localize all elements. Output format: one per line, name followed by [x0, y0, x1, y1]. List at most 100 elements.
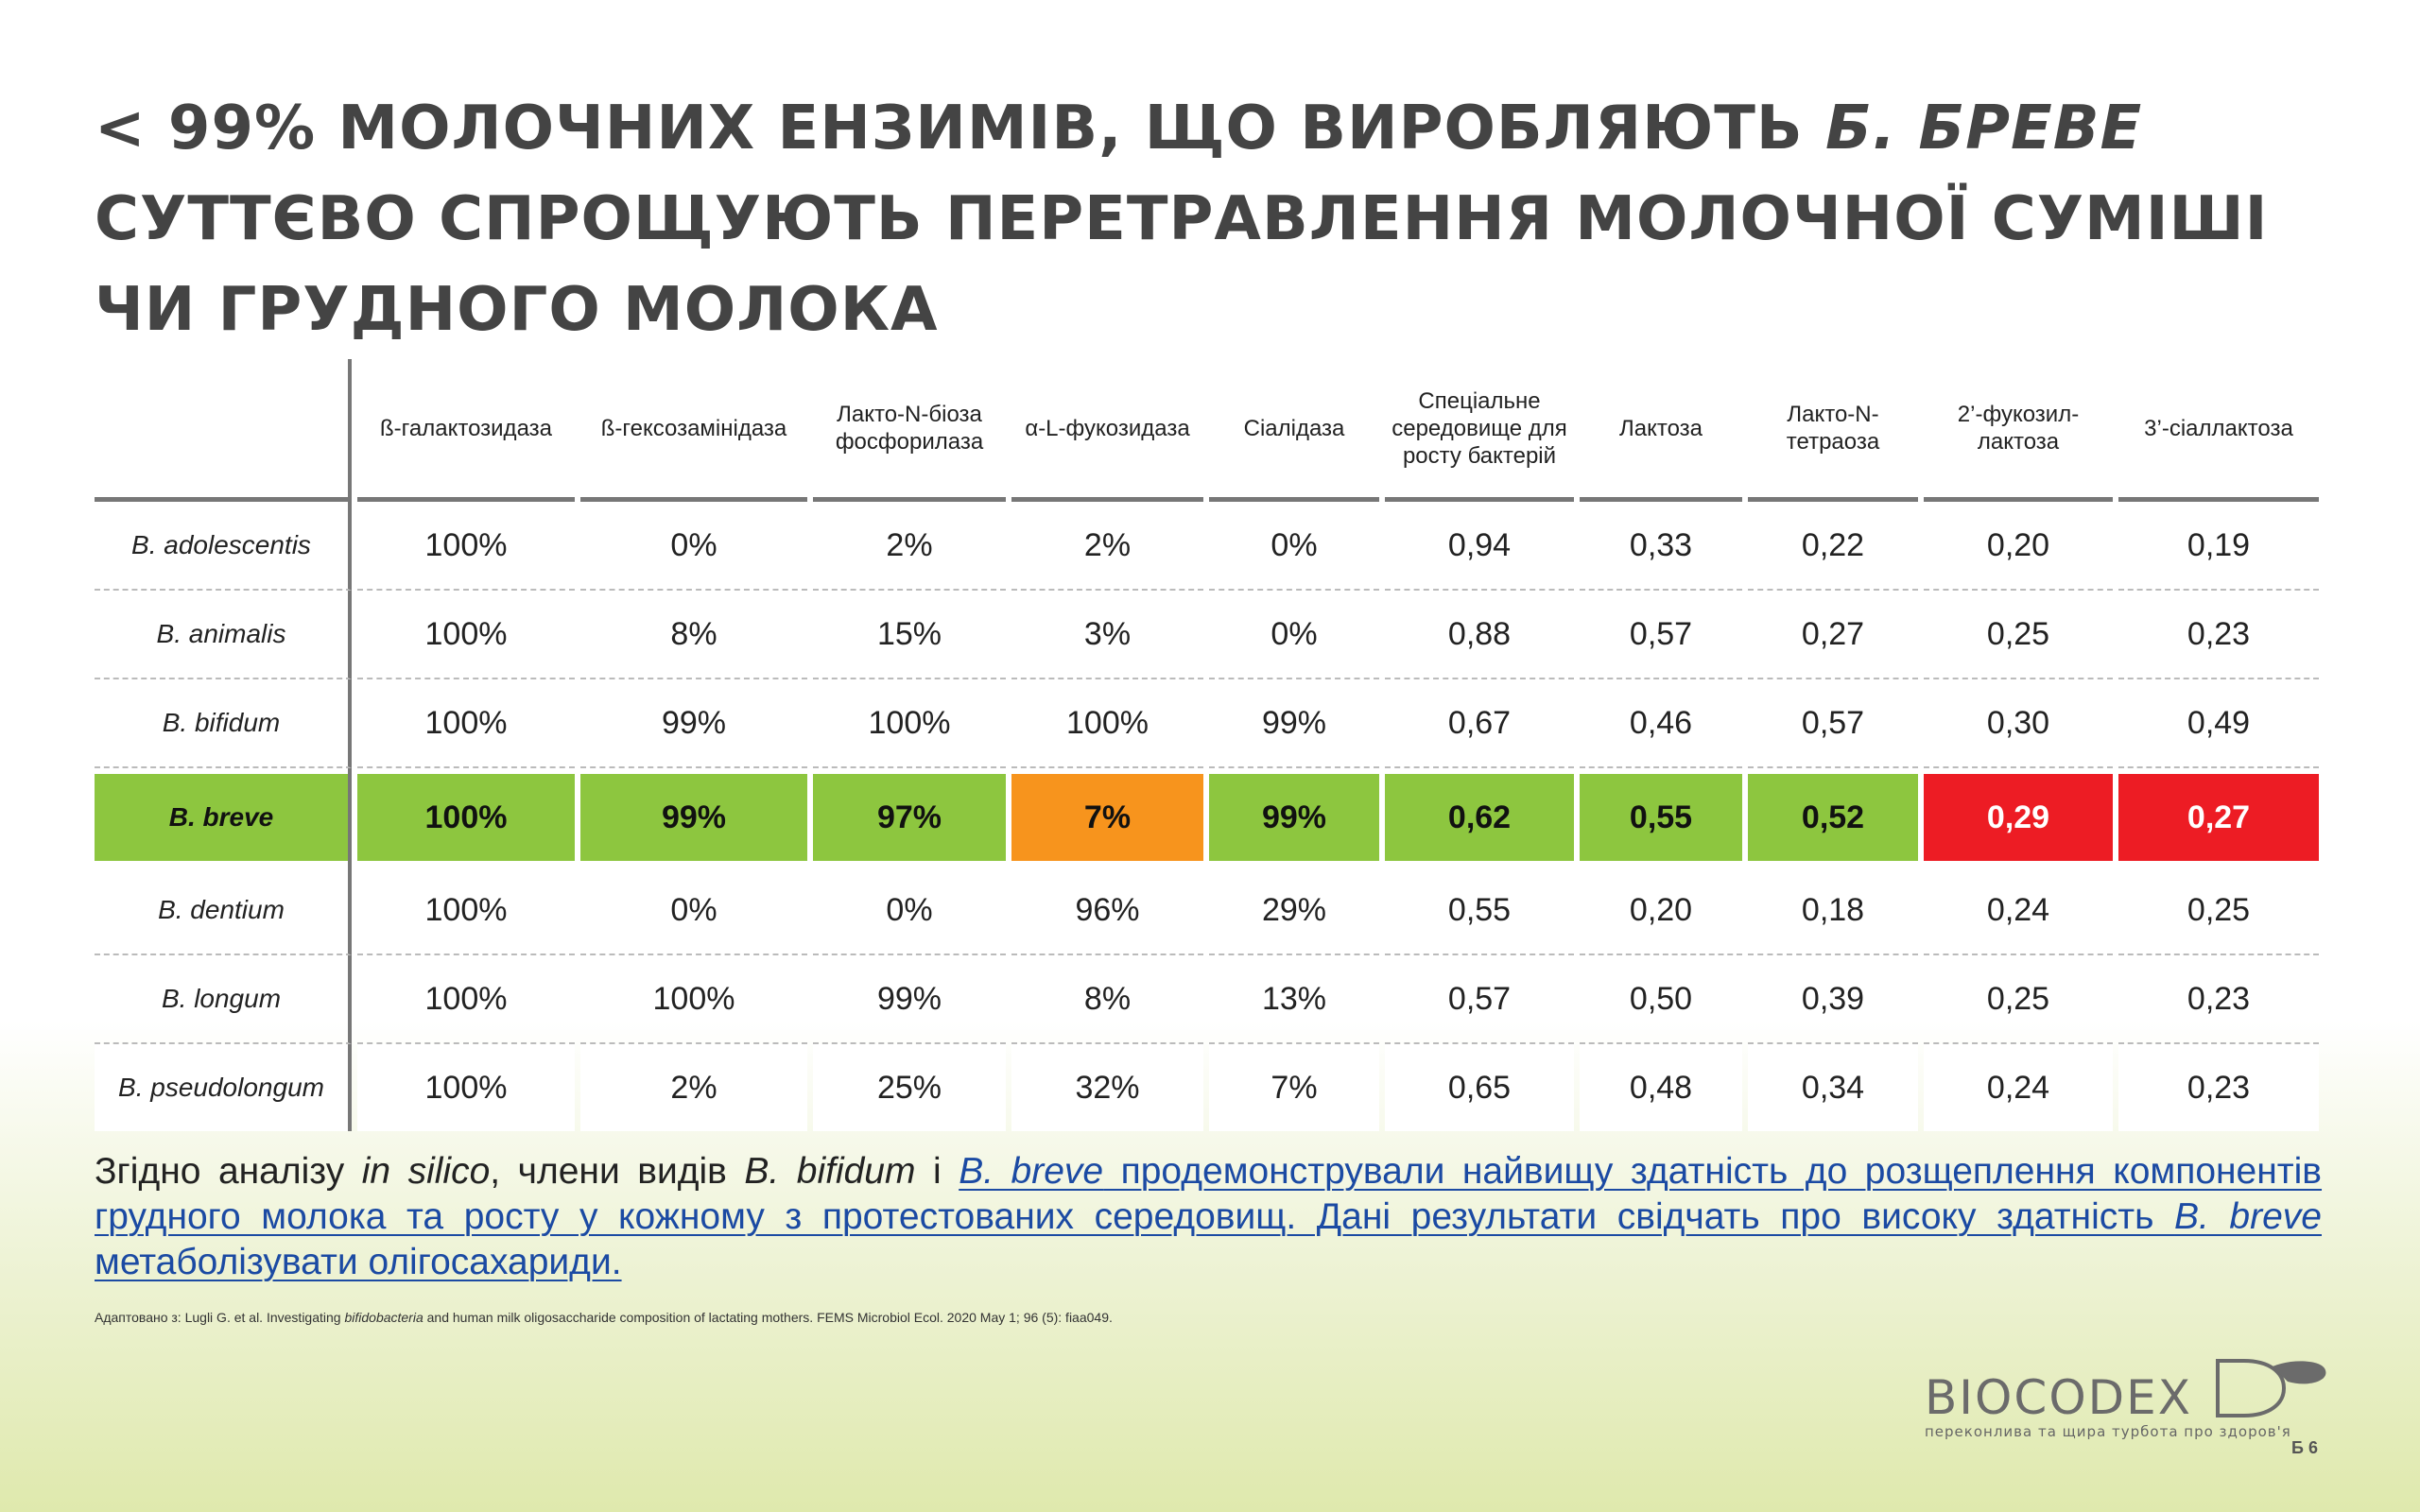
- table-cell: 13%: [1209, 955, 1379, 1044]
- column-header: ß-галактозидаза: [357, 359, 575, 502]
- column-header: α-L-фукозидаза: [1011, 359, 1203, 502]
- table-cell: 0,50: [1580, 955, 1742, 1044]
- table-cell: 0,55: [1385, 867, 1574, 955]
- logo-wordmark: BIOCODEX: [1925, 1370, 2193, 1425]
- title-line-1-text: < 99% МОЛОЧНИХ ЕНЗИМІВ, ЩО ВИРОБЛЯЮТЬ: [95, 94, 1825, 163]
- table-cell: 32%: [1075, 1069, 1140, 1106]
- column-header: Спеціальне середовище для росту бактерій: [1385, 359, 1574, 502]
- spacer-cell: [95, 861, 352, 867]
- footnote-text: and human milk oligosaccharide compositi…: [423, 1310, 1113, 1325]
- link-text[interactable]: продемонстрували найвищу здатність до ро…: [95, 1151, 2323, 1237]
- table-cell: 0,52: [1748, 774, 1918, 861]
- row-label: B. animalis: [95, 591, 352, 679]
- link-text[interactable]: метаболізувати олігосахариди.: [95, 1242, 622, 1282]
- link-italic[interactable]: B. breve: [2174, 1196, 2322, 1237]
- summary-link[interactable]: B. breve продемонстрували найвищу здатні…: [95, 1151, 2322, 1282]
- table-cell: 0,49: [2118, 679, 2319, 768]
- logo-tagline: переконлива та щира турбота про здоров'я: [1925, 1423, 2291, 1440]
- row-label: B. bifidum: [95, 679, 352, 768]
- paragraph-text: і: [915, 1151, 959, 1192]
- table-corner: [95, 359, 352, 502]
- column-header: Лактоза: [1580, 359, 1742, 502]
- table-row: B. longum 100% 100% 99% 8% 13% 0,57 0,50…: [95, 955, 2319, 1044]
- table-cell: 0,27: [2118, 774, 2319, 861]
- column-header: Лакто-N-біоза фосфорилаза: [813, 359, 1006, 502]
- table-cell: 100%: [357, 679, 575, 768]
- row-label: B. adolescentis: [95, 502, 352, 591]
- biocodex-logo: BIOCODEX: [1925, 1357, 2331, 1442]
- page-title: < 99% МОЛОЧНИХ ЕНЗИМІВ, ЩО ВИРОБЛЯЮТЬ Б.…: [95, 83, 2344, 355]
- table-cell: 3%: [1011, 591, 1203, 679]
- table-cell: 0%: [580, 502, 807, 591]
- table-cell: 0,23: [2118, 955, 2319, 1044]
- table-cell: 0%: [1209, 502, 1379, 591]
- column-header: Лакто-N-тетраоза: [1748, 359, 1918, 502]
- table-row: B. animalis 100% 8% 15% 3% 0% 0,88 0,57 …: [95, 591, 2319, 679]
- table-cell: 0,46: [1580, 679, 1742, 768]
- paragraph-italic: B. bifidum: [744, 1151, 916, 1192]
- table-cell: 0,62: [1385, 774, 1574, 861]
- table-cell: 0,57: [1748, 679, 1918, 768]
- table-cell: 0,94: [1385, 502, 1574, 591]
- table-cell: 0%: [1209, 591, 1379, 679]
- table-cell: 0,48: [1629, 1069, 1693, 1106]
- table-cell: 0,30: [1924, 679, 2113, 768]
- table-row-highlighted: B. breve 100% 99% 97% 7% 99% 0,62 0,55 0…: [95, 774, 2319, 861]
- summary-paragraph: Згідно аналізу in silico, члени видів B.…: [95, 1149, 2322, 1285]
- row-label: B. breve: [95, 774, 352, 861]
- table-cell: 0,20: [1580, 867, 1742, 955]
- table-cell: 25%: [876, 1069, 942, 1106]
- table-cell: 2%: [813, 502, 1006, 591]
- row-spacer: [95, 861, 2319, 867]
- table-cell: 0,24: [1924, 867, 2113, 955]
- table-cell: 0,25: [1924, 591, 2113, 679]
- table-cell: 0,39: [1748, 955, 1918, 1044]
- table-cell: 100%: [357, 955, 575, 1044]
- table-cell: 0,67: [1385, 679, 1574, 768]
- table-cell: 100%: [357, 591, 575, 679]
- title-line-2: СУТТЄВО СПРОЩУЮТЬ ПЕРЕТРАВЛЕННЯ МОЛОЧНОЇ…: [95, 184, 2269, 254]
- footnote-text: Адаптовано з: Lugli G. et al. Investigat…: [95, 1310, 345, 1325]
- table-cell: 0,24: [1986, 1069, 2050, 1106]
- table-cell: 100%: [1011, 679, 1203, 768]
- table-cell: 0,29: [1924, 774, 2113, 861]
- table-cell: 0,57: [1580, 591, 1742, 679]
- table-cell: 0,33: [1580, 502, 1742, 591]
- table-cell: 97%: [813, 774, 1006, 861]
- table-cell: 0,65: [1447, 1069, 1512, 1106]
- title-line-1-italic: Б. БРЕВЕ: [1824, 94, 2143, 163]
- title-line-3: ЧИ ГРУДНОГО МОЛОКА: [95, 275, 939, 345]
- table-cell: 0,19: [2118, 502, 2319, 591]
- table-row: B. bifidum 100% 99% 100% 100% 99% 0,67 0…: [95, 679, 2319, 768]
- table-cell: 0,18: [1748, 867, 1918, 955]
- table-cell: 2%: [1011, 502, 1203, 591]
- source-footnote: Адаптовано з: Lugli G. et al. Investigat…: [95, 1310, 1113, 1325]
- column-header: Сіалідаза: [1209, 359, 1379, 502]
- row-spacer: [95, 768, 2319, 774]
- table-cell: 29%: [1209, 867, 1379, 955]
- table-cell: 0,22: [1748, 502, 1918, 591]
- table-cell: 99%: [580, 679, 807, 768]
- paragraph-text: Згідно аналізу: [95, 1151, 362, 1192]
- row-label: B. longum: [95, 955, 352, 1044]
- paragraph-italic: in silico: [361, 1151, 491, 1192]
- enzyme-table: ß-галактозидаза ß-гексозамінідаза Лакто-…: [89, 359, 2325, 1131]
- link-italic[interactable]: B. breve: [959, 1151, 1104, 1192]
- table-cell: 0,23: [2187, 1069, 2251, 1106]
- table-row: B. dentium 100% 0% 0% 96% 29% 0,55 0,20 …: [95, 867, 2319, 955]
- table-cell: 100%: [357, 774, 575, 861]
- enzyme-table-container: ß-галактозидаза ß-гексозамінідаза Лакто-…: [95, 359, 2322, 1131]
- table-cell: 100%: [424, 1069, 508, 1106]
- table-cell: 0,27: [1748, 591, 1918, 679]
- table-cell: 99%: [1209, 774, 1379, 861]
- table-cell: 100%: [357, 502, 575, 591]
- table-cell: 99%: [813, 955, 1006, 1044]
- table-cell: 96%: [1011, 867, 1203, 955]
- footnote-italic: bifidobacteria: [344, 1310, 424, 1325]
- column-header: 2’-фукозил-лактоза: [1924, 359, 2113, 502]
- table-row: B. pseudolongum 100% 2% 25% 32% 7% 0,65 …: [95, 1044, 2319, 1131]
- title-line-1: < 99% МОЛОЧНИХ ЕНЗИМІВ, ЩО ВИРОБЛЯЮТЬ Б.…: [95, 83, 2344, 174]
- table-cell: 0,57: [1385, 955, 1574, 1044]
- spacer-cell: [95, 768, 352, 774]
- table-cell: 0,23: [2118, 591, 2319, 679]
